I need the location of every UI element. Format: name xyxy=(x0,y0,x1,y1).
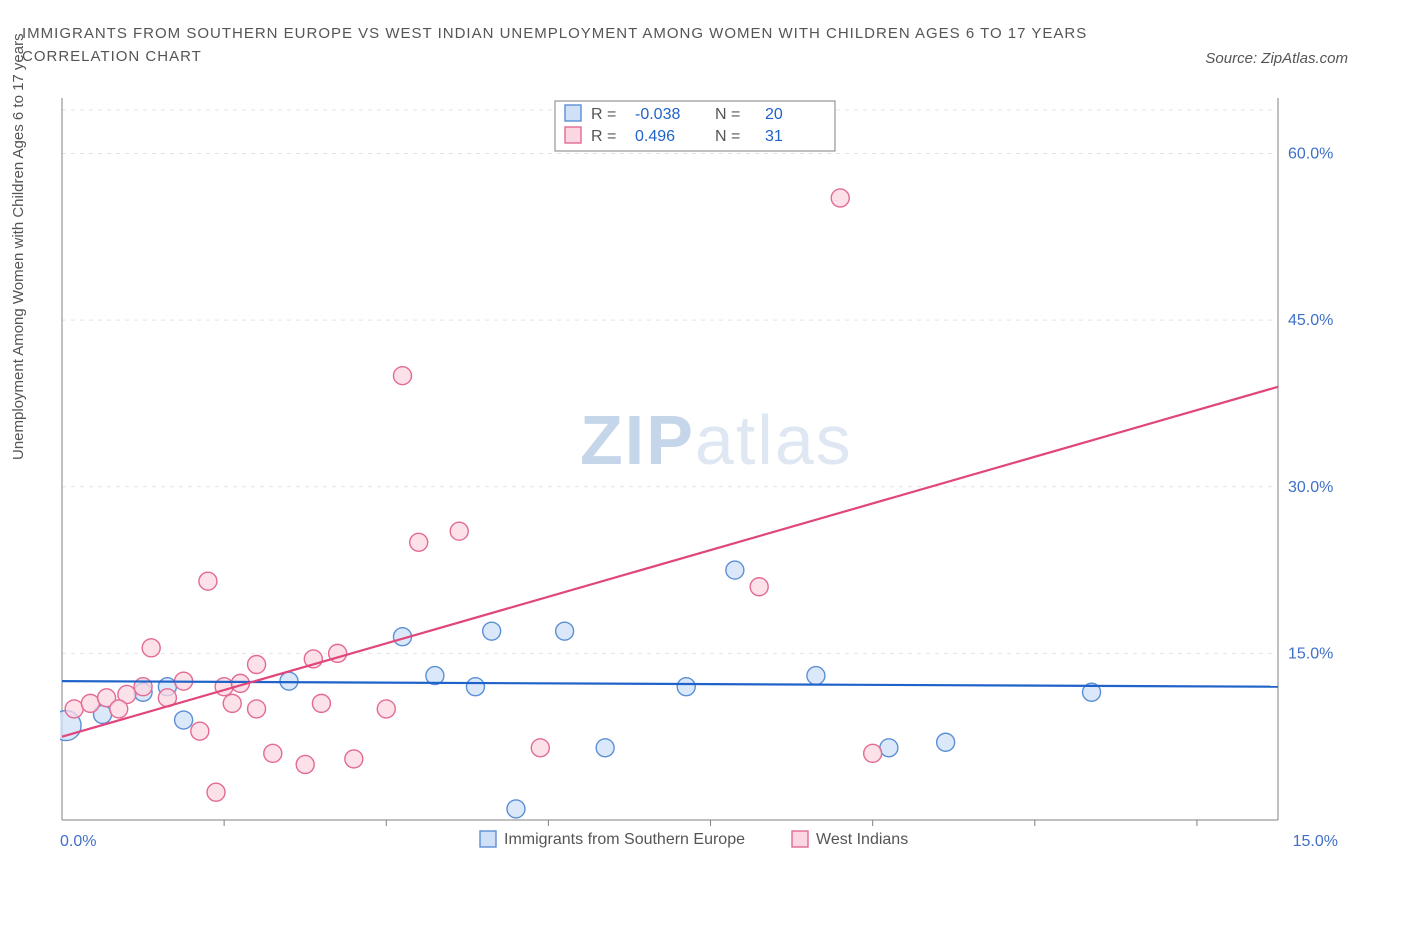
stats-r-label: R = xyxy=(591,106,616,123)
data-point-southern_europe xyxy=(807,667,825,685)
y-tick-label: 15.0% xyxy=(1288,645,1333,662)
legend-swatch xyxy=(480,831,496,847)
data-point-west_indians xyxy=(345,750,363,768)
data-point-west_indians xyxy=(110,700,128,718)
data-point-west_indians xyxy=(312,694,330,712)
stats-n-value: 20 xyxy=(765,106,783,123)
data-point-west_indians xyxy=(81,694,99,712)
data-point-southern_europe xyxy=(175,711,193,729)
header: IMMIGRANTS FROM SOUTHERN EUROPE VS WEST … xyxy=(0,0,1406,75)
title-line-2: CORRELATION CHART xyxy=(22,45,1087,68)
scatter-chart: 15.0% 30.0% 45.0% 60.0% 0.0% 15.0% R = -0.038 N … xyxy=(60,96,1350,856)
legend-label: Immigrants from Southern Europe xyxy=(504,831,745,848)
stats-r-value: -0.038 xyxy=(635,106,680,123)
data-point-west_indians xyxy=(393,367,411,385)
data-point-west_indians xyxy=(750,578,768,596)
stats-n-value: 31 xyxy=(765,128,783,145)
stats-r-value: 0.496 xyxy=(635,128,675,145)
data-point-southern_europe xyxy=(483,622,501,640)
stats-n-label: N = xyxy=(715,128,740,145)
title-line-1: IMMIGRANTS FROM SOUTHERN EUROPE VS WEST … xyxy=(22,22,1087,45)
source-credit: Source: ZipAtlas.com xyxy=(1205,50,1378,69)
data-point-west_indians xyxy=(215,678,233,696)
data-point-west_indians xyxy=(531,739,549,757)
legend-swatch xyxy=(792,831,808,847)
data-point-west_indians xyxy=(223,694,241,712)
data-point-southern_europe xyxy=(880,739,898,757)
data-point-southern_europe xyxy=(556,622,574,640)
data-point-southern_europe xyxy=(466,678,484,696)
stats-n-label: N = xyxy=(715,106,740,123)
data-point-west_indians xyxy=(207,783,225,801)
source-name: ZipAtlas.com xyxy=(1261,50,1348,67)
y-tick-label: 45.0% xyxy=(1288,312,1333,329)
data-point-west_indians xyxy=(142,639,160,657)
plot-frame: 15.0% 30.0% 45.0% 60.0% 0.0% 15.0% R = -0.038 N … xyxy=(60,96,1350,856)
data-point-west_indians xyxy=(199,572,217,590)
stats-swatch xyxy=(565,127,581,143)
data-point-southern_europe xyxy=(726,561,744,579)
data-point-west_indians xyxy=(264,744,282,762)
y-tick-label: 60.0% xyxy=(1288,146,1333,163)
data-point-west_indians xyxy=(296,755,314,773)
x-max-label: 15.0% xyxy=(1293,833,1338,850)
data-point-southern_europe xyxy=(507,800,525,818)
data-point-west_indians xyxy=(410,533,428,551)
data-point-southern_europe xyxy=(596,739,614,757)
legend-label: West Indians xyxy=(816,831,908,848)
x-origin-label: 0.0% xyxy=(60,833,96,850)
data-point-west_indians xyxy=(248,655,266,673)
source-prefix: Source: xyxy=(1205,50,1261,67)
data-point-west_indians xyxy=(191,722,209,740)
data-point-west_indians xyxy=(248,700,266,718)
data-point-southern_europe xyxy=(937,733,955,751)
stats-r-label: R = xyxy=(591,128,616,145)
stats-swatch xyxy=(565,105,581,121)
y-tick-label: 30.0% xyxy=(1288,479,1333,496)
data-point-west_indians xyxy=(377,700,395,718)
y-axis-label: Unemployment Among Women with Children A… xyxy=(10,33,27,460)
data-point-west_indians xyxy=(450,522,468,540)
data-point-west_indians xyxy=(65,700,83,718)
data-point-west_indians xyxy=(864,744,882,762)
data-point-southern_europe xyxy=(677,678,695,696)
title-block: IMMIGRANTS FROM SOUTHERN EUROPE VS WEST … xyxy=(22,22,1087,69)
data-point-west_indians xyxy=(831,189,849,207)
